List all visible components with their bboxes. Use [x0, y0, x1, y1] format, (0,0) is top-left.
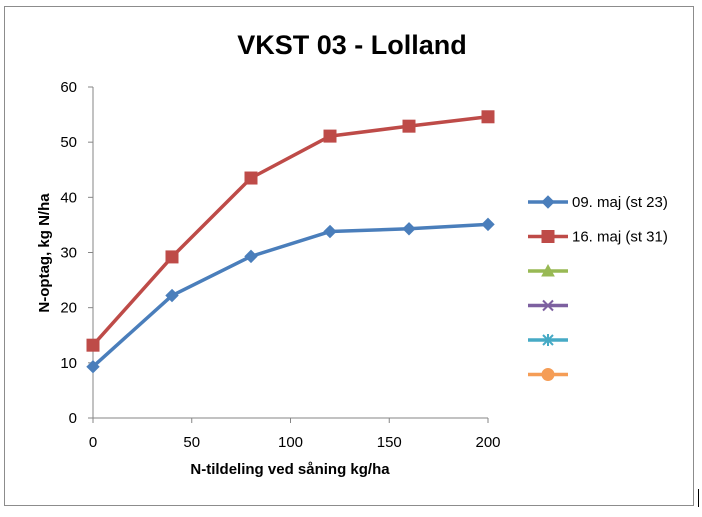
legend-entry: [528, 299, 568, 312]
data-point: [481, 217, 495, 232]
data-point: [165, 250, 179, 264]
legend-entry: [528, 263, 568, 277]
series-2: [86, 110, 495, 352]
legend-label: 16. maj (st 31): [572, 229, 668, 246]
series-1: [86, 217, 495, 374]
x-tick-label: 0: [89, 434, 97, 451]
legend-entry: 09. maj (st 23): [528, 194, 668, 211]
data-point: [86, 338, 100, 352]
y-tick-label: 10: [60, 355, 77, 372]
legend: 09. maj (st 23) 16. maj (st 31): [528, 194, 668, 381]
y-tick-label: 0: [69, 410, 77, 427]
y-tick-label: 40: [60, 189, 77, 206]
legend-entry: [528, 368, 568, 381]
data-point: [402, 222, 416, 236]
chart-frame: [4, 6, 694, 506]
legend-label: 09. maj (st 23): [572, 194, 668, 211]
series-line: [91, 115, 489, 347]
data-point: [244, 249, 258, 264]
x-axis-label: N-tildeling ved såning kg/ha: [190, 461, 390, 478]
legend-marker: [541, 368, 555, 381]
legend-marker: [541, 195, 555, 209]
corner-mark: [698, 489, 699, 507]
data-point: [402, 119, 416, 133]
y-tick-label: 50: [60, 134, 77, 151]
series-line: [91, 222, 489, 368]
legend-entry: [528, 334, 568, 346]
data-point: [244, 171, 258, 185]
y-tick-label: 30: [60, 245, 77, 262]
data-point: [481, 110, 495, 124]
legend-marker: [542, 299, 554, 312]
legend-marker: [541, 230, 555, 243]
series-layer: [86, 110, 495, 374]
y-axis-label: N-optag, kg N/ha: [36, 193, 53, 313]
chart-title: VKST 03 - Lolland: [237, 30, 467, 60]
legend-marker: [542, 334, 554, 346]
x-tick-label: 200: [475, 434, 500, 451]
data-point: [165, 288, 179, 303]
data-point: [323, 129, 337, 143]
y-tick-label: 20: [60, 300, 77, 317]
x-tick-label: 150: [377, 434, 402, 451]
data-point: [323, 224, 337, 239]
x-tick-label: 100: [278, 434, 303, 451]
y-tick-label: 60: [60, 79, 77, 96]
x-tick-label: 50: [183, 434, 200, 451]
legend-marker: [541, 263, 555, 277]
axes: 0 10 20 30 40 50 60 0 50 100 150 200: [60, 79, 500, 451]
legend-entry: 16. maj (st 31): [528, 229, 668, 246]
data-point: [86, 359, 100, 374]
